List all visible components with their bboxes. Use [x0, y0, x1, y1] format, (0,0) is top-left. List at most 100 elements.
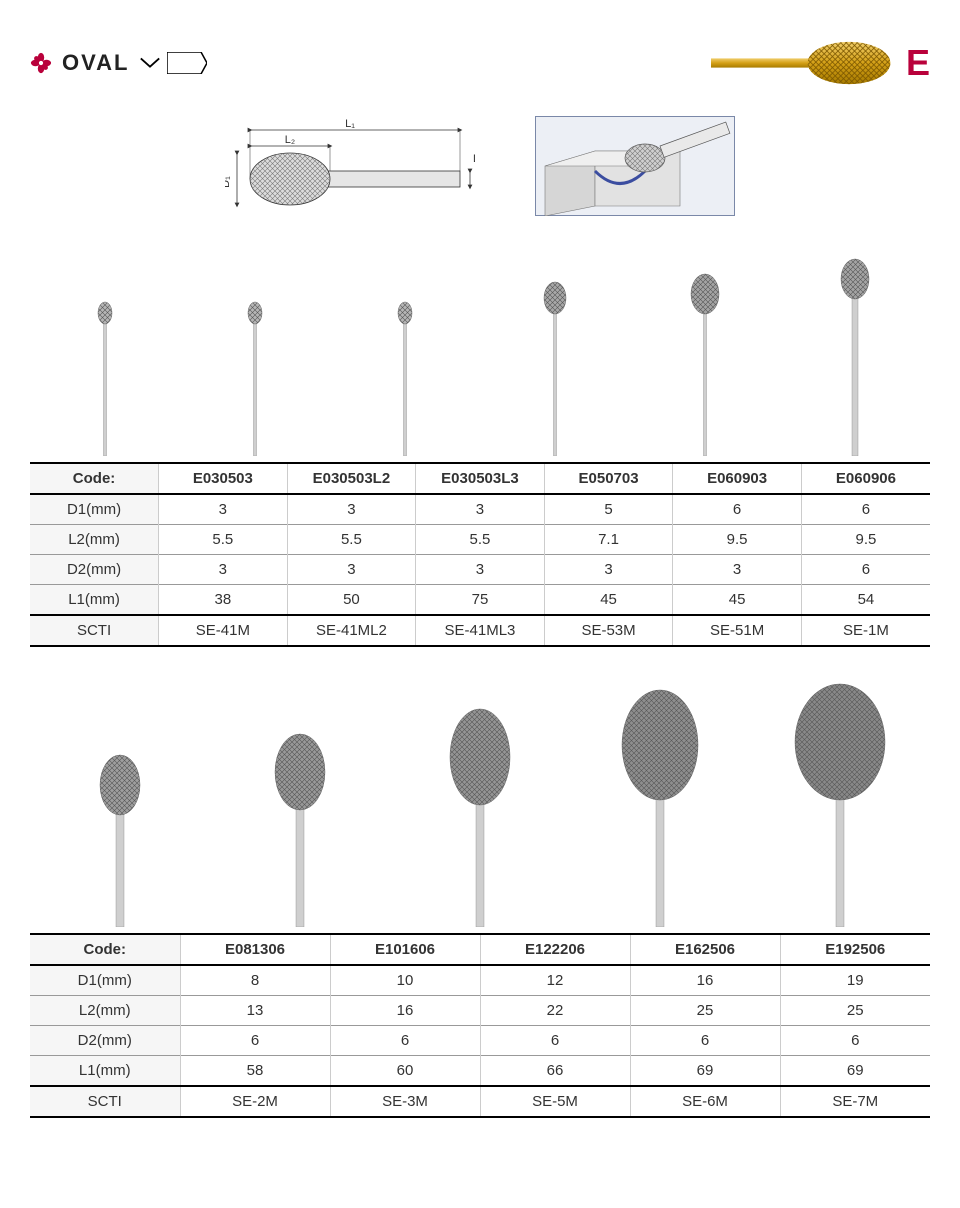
burr-row-2	[30, 697, 930, 927]
burr-item	[630, 272, 780, 456]
burr-item	[750, 682, 930, 927]
data-cell: 69	[780, 1056, 930, 1087]
data-cell: SE-41ML2	[287, 615, 416, 646]
data-cell: 13	[180, 996, 330, 1026]
data-cell: 10	[330, 965, 480, 996]
gold-burr-icon	[708, 40, 898, 86]
data-cell: 16	[330, 996, 480, 1026]
data-cell: 16	[630, 965, 780, 996]
data-cell: 3	[287, 494, 416, 525]
burr-item	[570, 688, 750, 927]
row-header: D2(mm)	[30, 555, 159, 585]
data-cell: 3	[416, 494, 545, 525]
data-cell: 75	[416, 585, 545, 616]
code-cell: E030503L3	[416, 463, 545, 494]
row-header: L1(mm)	[30, 1056, 180, 1087]
data-cell: 45	[673, 585, 802, 616]
diagram-row: L₁ L₂ D₁ D₂	[30, 116, 930, 216]
dim-L1: L₁	[345, 118, 355, 130]
data-cell: SE-2M	[180, 1086, 330, 1117]
burr-item	[480, 280, 630, 456]
type-letter: E	[906, 42, 930, 84]
code-cell: E192506	[780, 934, 930, 965]
data-cell: 50	[287, 585, 416, 616]
row-header: L2(mm)	[30, 996, 180, 1026]
data-cell: SE-51M	[673, 615, 802, 646]
code-cell: E060906	[801, 463, 930, 494]
row-header: D1(mm)	[30, 965, 180, 996]
burr-item	[210, 732, 390, 927]
data-cell: 6	[480, 1026, 630, 1056]
code-cell: E122206	[480, 934, 630, 965]
data-cell: 6	[801, 555, 930, 585]
data-cell: 8	[180, 965, 330, 996]
burr-item	[780, 257, 930, 456]
tag-tail-icon	[167, 52, 207, 74]
dimension-diagram: L₁ L₂ D₁ D₂	[225, 116, 475, 216]
data-cell: 66	[480, 1056, 630, 1087]
data-cell: 9.5	[801, 525, 930, 555]
data-cell: SE-3M	[330, 1086, 480, 1117]
data-cell: 25	[630, 996, 780, 1026]
data-cell: 22	[480, 996, 630, 1026]
data-cell: SE-1M	[801, 615, 930, 646]
data-cell: SE-6M	[630, 1086, 780, 1117]
data-cell: 6	[180, 1026, 330, 1056]
data-cell: 60	[330, 1056, 480, 1087]
code-cell: E162506	[630, 934, 780, 965]
burr-item	[30, 300, 180, 456]
data-cell: 58	[180, 1056, 330, 1087]
shape-tag: OVAL	[30, 50, 207, 76]
code-cell: E060903	[673, 463, 802, 494]
burr-item	[330, 300, 480, 456]
row-header: L2(mm)	[30, 525, 159, 555]
data-cell: 6	[330, 1026, 480, 1056]
flower-icon	[30, 52, 52, 74]
chevron-down-icon	[139, 56, 161, 70]
burr-item	[180, 300, 330, 456]
data-cell: 12	[480, 965, 630, 996]
code-cell: E030503	[159, 463, 288, 494]
code-cell: E101606	[330, 934, 480, 965]
dim-L2: L₂	[285, 134, 295, 146]
burr-item	[390, 707, 570, 927]
data-cell: 3	[544, 555, 673, 585]
code-cell: E030503L2	[287, 463, 416, 494]
row-header: Code:	[30, 463, 159, 494]
dim-D2: D₂	[473, 153, 475, 165]
data-cell: SE-53M	[544, 615, 673, 646]
data-cell: 3	[159, 494, 288, 525]
data-cell: 3	[673, 555, 802, 585]
row-header: D1(mm)	[30, 494, 159, 525]
hero-burr: E	[708, 40, 930, 86]
data-cell: 3	[416, 555, 545, 585]
burr-item	[30, 753, 210, 927]
data-cell: 5.5	[287, 525, 416, 555]
data-cell: 19	[780, 965, 930, 996]
data-cell: 5.5	[416, 525, 545, 555]
data-cell: 6	[630, 1026, 780, 1056]
data-cell: 6	[673, 494, 802, 525]
burr-row-1	[30, 256, 930, 456]
header-row: OVAL E	[30, 40, 930, 86]
data-cell: 54	[801, 585, 930, 616]
data-cell: 6	[780, 1026, 930, 1056]
data-cell: 45	[544, 585, 673, 616]
spec-table-2: Code:E081306E101606E122206E162506E192506…	[30, 933, 930, 1118]
usage-diagram	[535, 116, 735, 216]
data-cell: 5.5	[159, 525, 288, 555]
data-cell: 25	[780, 996, 930, 1026]
shape-label: OVAL	[58, 50, 133, 76]
data-cell: 38	[159, 585, 288, 616]
data-cell: 7.1	[544, 525, 673, 555]
data-cell: 69	[630, 1056, 780, 1087]
data-cell: 5	[544, 494, 673, 525]
code-cell: E081306	[180, 934, 330, 965]
row-header: D2(mm)	[30, 1026, 180, 1056]
data-cell: 6	[801, 494, 930, 525]
dim-D1: D₁	[225, 176, 232, 188]
row-header: Code:	[30, 934, 180, 965]
data-cell: SE-7M	[780, 1086, 930, 1117]
data-cell: 3	[287, 555, 416, 585]
data-cell: 3	[159, 555, 288, 585]
